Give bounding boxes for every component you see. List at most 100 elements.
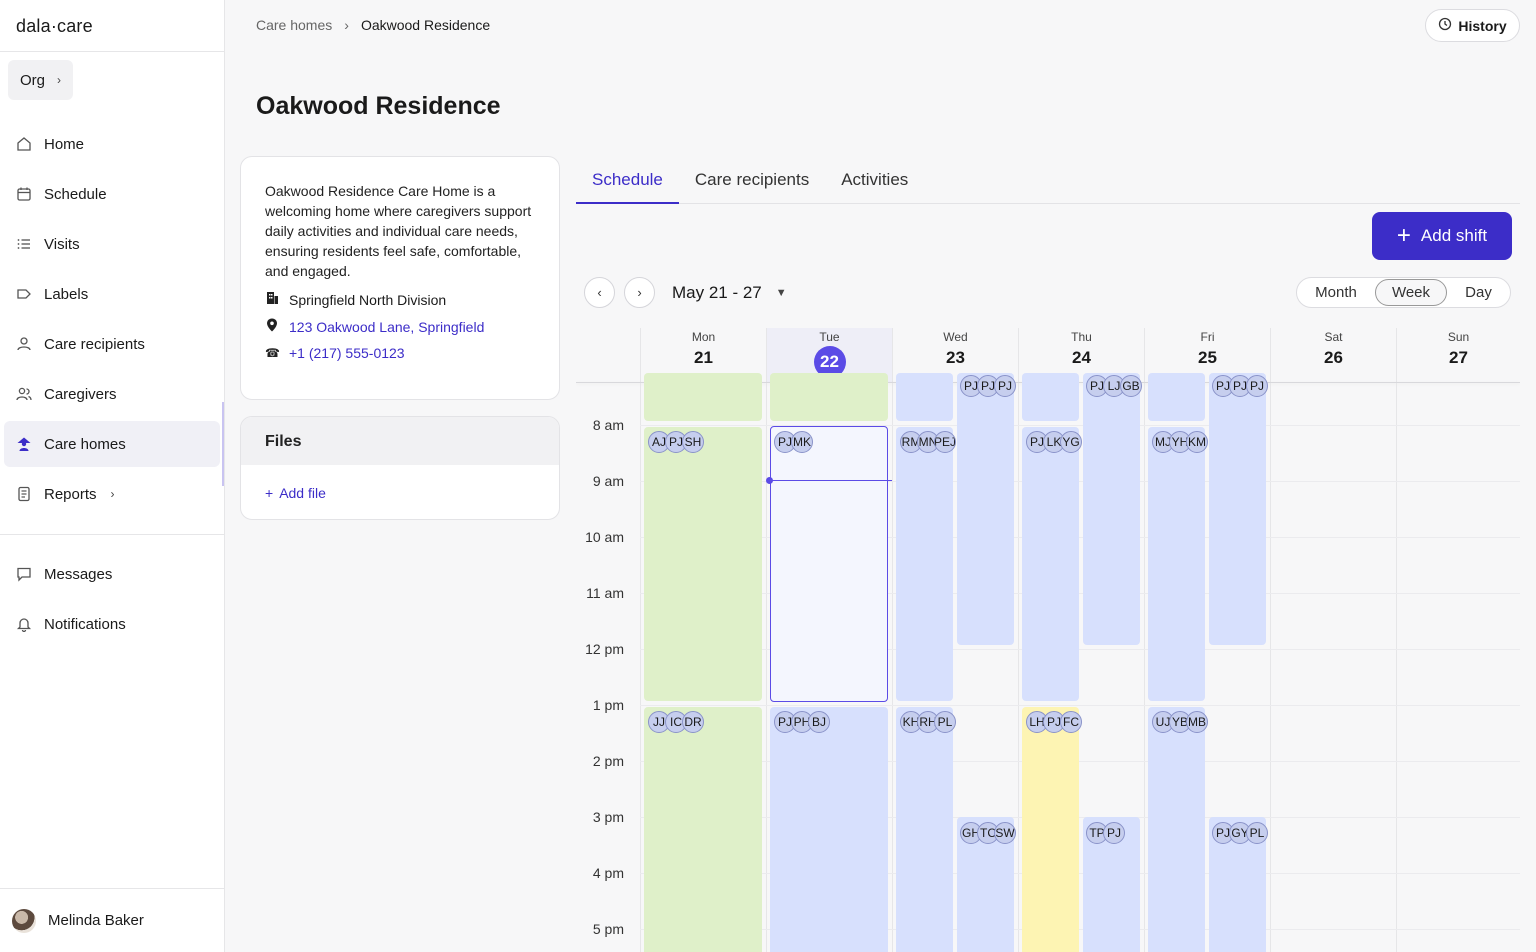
shift-block[interactable]	[896, 427, 953, 701]
breadcrumb-root[interactable]: Care homes	[256, 17, 333, 33]
current-time-line	[770, 480, 892, 481]
day-header-mon[interactable]: Mon 21	[640, 328, 766, 382]
tab-schedule[interactable]: Schedule	[576, 162, 679, 204]
shift-block[interactable]	[896, 373, 953, 421]
sidebar-item-care-recipients[interactable]: Care recipients	[4, 321, 220, 367]
tab-activities[interactable]: Activities	[841, 170, 909, 189]
caret-down-icon: ▼	[775, 287, 787, 299]
caregiver-avatars: PJ MK	[774, 431, 813, 453]
grid-line	[640, 929, 1520, 930]
user-menu[interactable]: Melinda Baker	[0, 888, 225, 952]
shift-block[interactable]	[1022, 427, 1079, 701]
day-name: Fri	[1200, 330, 1215, 344]
caregiver-avatar: PJ	[1246, 375, 1268, 397]
sidebar-item-labels[interactable]: Labels	[4, 271, 220, 317]
add-shift-button[interactable]: + Add shift	[1372, 212, 1512, 260]
day-header-wed[interactable]: Wed 23	[892, 328, 1018, 382]
caregiver-avatar: YG	[1060, 431, 1082, 453]
shift-block[interactable]	[1209, 373, 1266, 645]
avatar	[12, 908, 36, 933]
chevron-right-icon: ›	[57, 73, 62, 87]
division-row: Springfield North Division	[265, 291, 535, 308]
caregiver-avatar: PL	[1246, 822, 1268, 844]
caregiver-avatar: IC	[665, 711, 687, 733]
caregiver-avatar: MB	[1186, 711, 1208, 733]
org-switcher[interactable]: Org ›	[8, 60, 74, 100]
shift-block[interactable]	[957, 373, 1014, 645]
sidebar-item-home[interactable]: Home	[4, 121, 220, 167]
sidebar-item-schedule[interactable]: Schedule	[4, 171, 220, 217]
caregiver-avatar: SH	[682, 431, 704, 453]
shift-block[interactable]	[644, 373, 762, 421]
day-header-sat[interactable]: Sat 26	[1270, 328, 1396, 382]
person-icon	[16, 336, 32, 352]
sidebar-item-care-homes[interactable]: Care homes	[4, 421, 220, 467]
chevron-left-icon: ‹	[597, 285, 602, 300]
sidebar-item-reports[interactable]: Reports ›	[4, 471, 220, 517]
shift-block[interactable]	[1083, 373, 1140, 645]
day-date: 23	[946, 348, 965, 367]
sidebar-item-visits[interactable]: Visits	[4, 221, 220, 267]
caregiver-avatar: PJ	[1043, 711, 1065, 733]
shift-block[interactable]	[644, 427, 762, 701]
grid-line	[1396, 383, 1397, 952]
files-card: Files + Add file	[240, 416, 560, 520]
tab-care-recipients[interactable]: Care recipients	[694, 170, 810, 189]
sidebar-item-label: Notifications	[44, 615, 126, 633]
day-header-sun[interactable]: Sun 27	[1396, 328, 1520, 382]
previous-week-button[interactable]: ‹	[584, 277, 615, 308]
people-icon	[16, 386, 32, 402]
hour-label: 1 pm	[592, 697, 624, 713]
shift-block[interactable]	[1148, 427, 1205, 701]
day-date: 21	[694, 348, 713, 367]
caregiver-avatars: PJ LK YG	[1026, 431, 1082, 453]
phone-row[interactable]: ☎ +1 (217) 555-0123	[265, 345, 535, 361]
address-link[interactable]: 123 Oakwood Lane, Springfield	[289, 318, 485, 335]
shift-block-selected[interactable]	[770, 426, 888, 702]
sidebar-item-label: Caregivers	[44, 385, 117, 403]
grid-line	[640, 425, 1520, 426]
sidebar-item-notifications[interactable]: Notifications	[4, 601, 220, 647]
history-button[interactable]: History	[1425, 9, 1520, 42]
active-indicator	[222, 402, 224, 486]
day-header-thu[interactable]: Thu 24	[1018, 328, 1144, 382]
next-week-button[interactable]: ›	[624, 277, 655, 308]
shift-block[interactable]	[770, 707, 888, 952]
caregiver-avatar: MJ	[1152, 431, 1174, 453]
hour-label: 2 pm	[592, 753, 624, 769]
caregiver-avatars: PJ LJ GB	[1086, 375, 1142, 397]
sidebar-item-label: Visits	[44, 235, 80, 253]
view-week-button[interactable]: Week	[1375, 279, 1447, 306]
view-switcher: Month Week Day	[1296, 277, 1511, 308]
caregiver-avatar: PJ	[665, 431, 687, 453]
sidebar-item-caregivers[interactable]: Caregivers	[4, 371, 220, 417]
calendar-grid[interactable]: 8 am 9 am 10 am 11 am 12 pm 1 pm 2 pm 3 …	[576, 373, 1520, 952]
shift-block[interactable]	[1022, 707, 1079, 952]
sidebar-item-messages[interactable]: Messages	[4, 551, 220, 597]
phone-link[interactable]: +1 (217) 555-0123	[289, 345, 405, 361]
grid-line	[640, 761, 1520, 762]
shift-block[interactable]	[644, 707, 762, 952]
date-range-picker[interactable]: May 21 - 27 ▼	[672, 283, 787, 303]
shift-block[interactable]	[1022, 373, 1079, 421]
add-file-button[interactable]: + Add file	[241, 465, 559, 519]
week-calendar: Mon 21 Tue 22 Wed 23 Thu 24 Fri 25 Sat 2…	[576, 328, 1520, 952]
caregiver-avatars: GH TC SW	[960, 822, 1016, 844]
caregiver-avatars: KH RH PL	[900, 711, 956, 733]
bell-icon	[16, 616, 32, 632]
hour-label: 10 am	[585, 529, 624, 545]
divider	[0, 534, 225, 535]
view-month-button[interactable]: Month	[1315, 284, 1357, 301]
shift-block[interactable]	[1148, 373, 1205, 421]
shift-block[interactable]	[896, 707, 953, 952]
day-name: Sat	[1324, 330, 1343, 344]
caregiver-avatars: PJ GY PL	[1212, 822, 1268, 844]
address-row[interactable]: 123 Oakwood Lane, Springfield	[265, 318, 535, 335]
view-day-button[interactable]: Day	[1465, 284, 1492, 301]
shift-block[interactable]	[1148, 707, 1205, 952]
app-logo[interactable]: dala·care	[16, 16, 93, 36]
caregiver-avatars: PJ PJ PJ	[1212, 375, 1268, 397]
day-header-fri[interactable]: Fri 25	[1144, 328, 1270, 382]
shift-block[interactable]	[770, 373, 888, 421]
hour-label: 8 am	[592, 417, 624, 433]
